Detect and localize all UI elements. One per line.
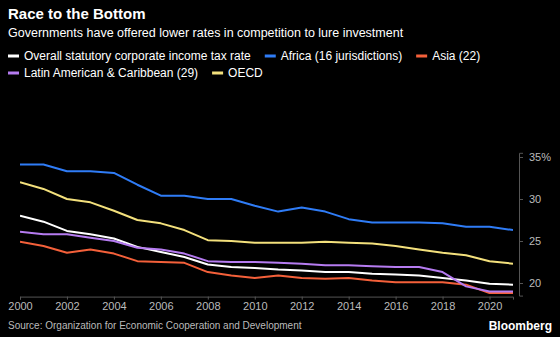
x-tick: 2006 [149,297,173,313]
x-tick-mark [255,297,256,300]
x-axis: 2000 2002 2004 2006 2008 2010 2012 2014 2016 2018… [8,297,513,313]
y-tick: 25 [519,235,541,247]
lines [20,165,513,294]
y-tick-label: 35% [529,151,551,163]
chart: Race to the Bottom Governments have offer… [0,0,560,337]
legend: Overall statutory corporate income tax r… [8,49,480,80]
series-line [20,242,513,293]
series-line [20,165,513,231]
title: Race to the Bottom [8,5,146,22]
x-tick-mark [302,297,303,300]
legend-swatch [212,72,223,75]
y-tick: 35% [519,151,551,163]
x-tick: 2020 [478,297,502,313]
y-tick-label: 30 [529,193,541,205]
source: Source: Organization for Economic Cooper… [8,320,302,331]
x-tick-mark [490,297,491,300]
x-tick: 2012 [290,297,314,313]
x-tick: 2010 [243,297,267,313]
legend-swatch [416,55,427,58]
x-tick: 2018 [431,297,455,313]
x-tick: 2004 [102,297,126,313]
legend-item: Overall statutory corporate income tax r… [8,49,251,63]
y-axis-line [520,153,524,296]
x-tick-mark [114,297,115,300]
x-tick-label: 2000 [8,300,32,312]
y-tick-label: 20 [529,277,541,289]
x-tick-mark [443,297,444,300]
legend-item: OECD [212,66,263,80]
x-tick-label: 2004 [102,300,126,312]
x-tick-mark [161,297,162,300]
background [0,0,560,337]
x-tick-label: 2012 [290,300,314,312]
y-tick-mark [519,157,523,158]
subtitle: Governments have offered lower rates in … [8,26,404,40]
x-tick-label: 2002 [55,300,79,312]
y-tick-mark [519,199,523,200]
x-tick-label: 2014 [337,300,361,312]
x-tick-label: 2010 [243,300,267,312]
x-tick-label: 2018 [431,300,455,312]
legend-label: Africa (16 jurisdictions) [281,49,402,63]
legend-item: Asia (22) [416,49,480,63]
legend-swatch [265,55,276,58]
x-tick-mark [349,297,350,300]
x-tick-label: 2008 [196,300,220,312]
logo: Bloomberg [489,319,552,333]
x-tick: 2000 [8,297,32,313]
y-tick: 20 [519,277,541,289]
x-tick-mark [20,297,21,300]
x-tick-label: 2020 [478,300,502,312]
y-tick: 30 [519,193,541,205]
x-tick-mark [396,297,397,300]
legend-label: Asia (22) [432,49,480,63]
legend-item: Africa (16 jurisdictions) [265,49,402,63]
legend-item: Latin American & Caribbean (29) [8,66,198,80]
legend-label: Latin American & Caribbean (29) [24,66,198,80]
x-tick: 2014 [337,297,361,313]
y-tick-label: 25 [529,235,541,247]
x-tick: 2016 [384,297,408,313]
series-line [20,182,513,263]
y-axis: 20 25 30 35% [519,151,551,296]
legend-swatch [8,72,19,75]
y-tick-mark [519,241,523,242]
legend-swatch [8,55,19,58]
x-tick-label: 2006 [149,300,173,312]
x-tick: 2002 [55,297,79,313]
y-tick-mark [519,283,523,284]
x-axis-line [21,297,514,300]
legend-label: Overall statutory corporate income tax r… [24,49,251,63]
x-tick-mark [67,297,68,300]
x-tick: 2008 [196,297,220,313]
legend-label: OECD [228,66,263,80]
series-line [20,232,513,292]
x-tick-label: 2016 [384,300,408,312]
x-tick-mark [208,297,209,300]
